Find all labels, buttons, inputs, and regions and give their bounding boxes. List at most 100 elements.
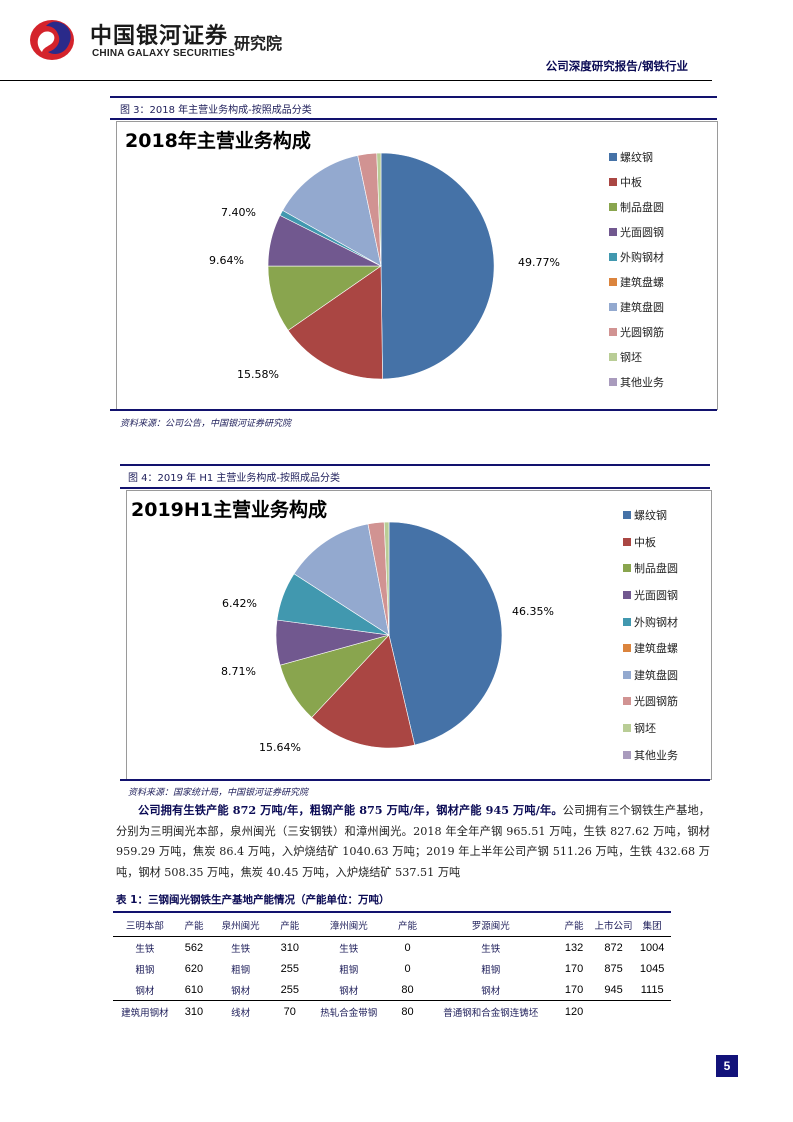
legend-item: 建筑盘螺 xyxy=(623,635,678,662)
page-number: 5 xyxy=(716,1055,738,1077)
pie-slice xyxy=(380,152,495,380)
chart-title: 2018年主营业务构成 xyxy=(125,130,311,152)
pct-label-wire-rod: 9.64% xyxy=(209,254,244,267)
col-header: 泉州闽光 xyxy=(221,921,260,932)
legend-swatch-icon xyxy=(609,177,617,186)
col-header: 上市公司 xyxy=(594,921,633,932)
col-header: 产能 xyxy=(280,921,300,932)
legend-label: 钢坯 xyxy=(634,722,656,736)
figure3-caption-rule xyxy=(110,118,717,120)
table-cell: 1004 xyxy=(639,941,665,954)
figure3-caption: 图 3：2018 年主营业务构成-按照成品分类 xyxy=(120,105,312,116)
figure4-chart: 2019H1主营业务构成 46.35% 15.64% 8.71% 6.42% 螺… xyxy=(126,490,712,780)
paragraph-lead: 公司拥有生铁产能 872 万吨/年，粗钢产能 875 万吨/年，钢材产能 945… xyxy=(138,803,563,817)
logo-english-name: CHINA GALAXY SECURITIES xyxy=(92,48,235,59)
table-cell: 粗钢 xyxy=(231,964,251,976)
report-type: 公司深度研究报告/钢铁行业 xyxy=(545,59,688,73)
legend-2019h1: 螺纹钢 中板 制品盘圆 光面圆钢 外购钢材 建筑盘螺 建筑盘圆 光圆钢筋 钢坯 其他业务 xyxy=(623,502,678,768)
legend-item: 制品盘圆 xyxy=(623,555,678,582)
legend-label: 外购钢材 xyxy=(620,250,664,264)
legend-label: 中板 xyxy=(634,535,656,549)
legend-item: 光圆钢筋 xyxy=(609,319,664,344)
table-cell: 1115 xyxy=(640,983,664,996)
legend-label: 光圆钢筋 xyxy=(620,325,664,339)
legend-swatch-icon xyxy=(623,617,631,626)
table-cell: 120 xyxy=(564,1005,584,1018)
legend-label: 外购钢材 xyxy=(634,615,678,629)
pct-label-rebar: 49.77% xyxy=(518,256,560,269)
pct-label-plate: 15.64% xyxy=(259,741,301,754)
legend-swatch-icon xyxy=(609,252,617,261)
logo-institute: 研究院 xyxy=(234,34,283,53)
legend-item: 光面圆钢 xyxy=(623,582,678,609)
table-cell: 1045 xyxy=(639,962,665,975)
legend-label: 制品盘圆 xyxy=(620,200,664,214)
col-header: 漳州闽光 xyxy=(329,921,368,932)
legend-label: 光面圆钢 xyxy=(634,589,678,603)
table-cell: 872 xyxy=(604,941,623,954)
table-cell: 610 xyxy=(184,983,204,996)
col-header: 产能 xyxy=(184,921,204,932)
legend-label: 建筑盘圆 xyxy=(620,300,664,314)
legend-label: 建筑盘圆 xyxy=(634,668,678,682)
table-cell: 170 xyxy=(564,962,584,975)
legend-item: 光圆钢筋 xyxy=(623,688,678,715)
body-paragraph: 公司拥有生铁产能 872 万吨/年，粗钢产能 875 万吨/年，钢材产能 945… xyxy=(116,800,710,883)
header-divider xyxy=(0,80,712,81)
table-cell: 255 xyxy=(280,962,299,975)
pie-2019h1 xyxy=(275,521,503,749)
col-header: 三明本部 xyxy=(125,921,164,932)
legend-swatch-icon xyxy=(623,644,631,653)
legend-item: 光面圆钢 xyxy=(609,219,664,244)
pie-slice xyxy=(287,265,383,380)
col-header: 产能 xyxy=(564,921,584,932)
table-cell: 945 xyxy=(604,983,623,996)
table-row: 钢材 610 钢材 255 钢材 80 钢材 170 945 1115 xyxy=(113,979,671,1001)
figure3-bottom-rule xyxy=(110,409,717,411)
legend-item: 螺纹钢 xyxy=(609,144,664,169)
table-header-row: 三明本部 产能 泉州闽光 产能 漳州闽光 产能 罗源闽光 产能 上市公司 集团 xyxy=(113,914,671,937)
legend-item: 制品盘圆 xyxy=(609,194,664,219)
legend-swatch-icon xyxy=(609,152,617,161)
table-cell: 建筑用钢材 xyxy=(121,1007,169,1019)
paragraph-text: 公司拥有三个钢铁生产基地，分别为三明闽光本部，泉州闽光（三安钢铁）和漳州闽光。2… xyxy=(116,804,710,879)
figure4-caption-rule xyxy=(120,487,710,489)
legend-item: 钢坯 xyxy=(609,344,664,369)
legend-swatch-icon xyxy=(623,511,631,520)
figure4-bottom-rule xyxy=(120,779,710,781)
figure3-top-rule xyxy=(110,96,717,98)
legend-swatch-icon xyxy=(623,564,631,573)
pie-slice xyxy=(388,521,503,746)
legend-swatch-icon xyxy=(623,724,631,733)
table-row: 建筑用钢材 310 线材 70 热轧合金带钢 80 普通钢和合金钢连铸坯 120 xyxy=(113,1001,671,1023)
legend-label: 其他业务 xyxy=(634,748,678,762)
pct-label-rebar: 46.35% xyxy=(512,605,554,618)
table1-top-rule xyxy=(113,911,671,913)
legend-swatch-icon xyxy=(609,352,617,361)
legend-swatch-icon xyxy=(609,277,617,286)
table-cell: 0 xyxy=(404,962,411,975)
legend-swatch-icon xyxy=(609,302,617,311)
table-cell: 钢材 xyxy=(135,985,155,997)
galaxy-logo-icon xyxy=(30,20,74,60)
pie-2018 xyxy=(267,152,495,380)
table-cell: 0 xyxy=(404,941,411,954)
table-cell: 255 xyxy=(280,983,299,996)
table-cell: 钢材 xyxy=(339,985,359,997)
company-logo: 中国银河证券 CHINA GALAXY SECURITIES 研究院 xyxy=(22,12,312,64)
table-cell: 线材 xyxy=(231,1007,251,1019)
figure4-top-rule xyxy=(120,464,710,466)
table-row: 生铁 562 生铁 310 生铁 0 生铁 132 872 1004 xyxy=(113,937,671,959)
table-cell: 80 xyxy=(401,983,414,996)
legend-swatch-icon xyxy=(609,377,617,386)
table-cell: 562 xyxy=(184,941,204,954)
pie-slice xyxy=(293,523,390,636)
col-header: 罗源闽光 xyxy=(471,921,510,932)
legend-label: 光圆钢筋 xyxy=(634,695,678,709)
legend-swatch-icon xyxy=(623,591,631,600)
col-header: 集团 xyxy=(642,921,662,932)
table-cell: 80 xyxy=(401,1005,414,1018)
table-cell: 310 xyxy=(184,1005,204,1018)
table-cell: 粗钢 xyxy=(339,964,359,976)
table-row: 粗钢 620 粗钢 255 粗钢 0 粗钢 170 875 1045 xyxy=(113,958,671,979)
